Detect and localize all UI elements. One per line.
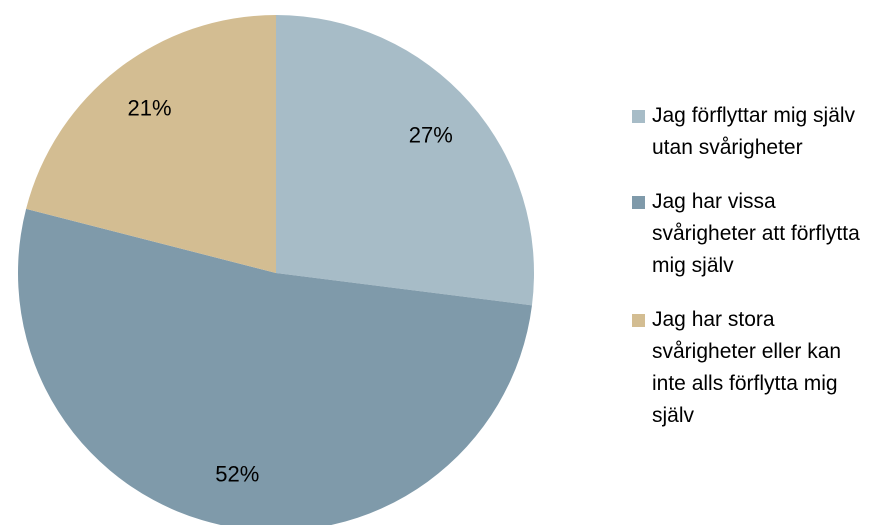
legend-swatch [632, 314, 645, 327]
legend-label: Jag har stora svårigheter eller kan inte… [652, 308, 842, 427]
legend-item: Jag förflyttar mig själv utan svårighete… [630, 100, 867, 164]
legend-item: Jag har stora svårigheter eller kan inte… [630, 304, 867, 432]
data-label: 21% [127, 96, 171, 121]
legend-label: Jag har vissa svårigheter att förflytta … [652, 190, 860, 277]
data-label: 52% [215, 462, 259, 487]
legend: Jag förflyttar mig själv utan svårighete… [630, 100, 880, 454]
pie-slice [26, 15, 276, 273]
legend-swatch [632, 196, 645, 209]
legend-label: Jag förflyttar mig själv utan svårighete… [652, 104, 856, 159]
data-label: 27% [409, 122, 453, 147]
pie-slice [276, 15, 534, 306]
pie-slice [18, 208, 532, 525]
legend-item: Jag har vissa svårigheter att förflytta … [630, 186, 867, 282]
legend-swatch [632, 110, 645, 123]
